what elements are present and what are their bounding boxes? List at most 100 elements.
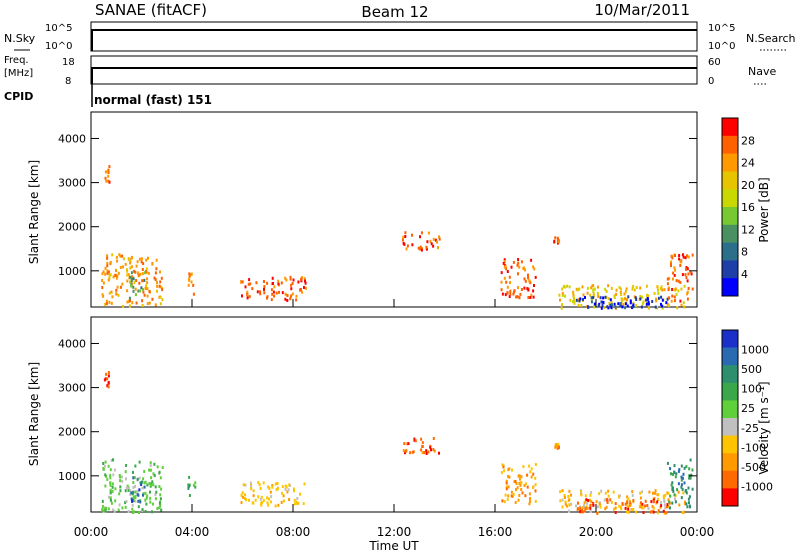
velocity-cell xyxy=(589,503,592,507)
power-cell xyxy=(614,305,617,309)
velocity-cell xyxy=(687,486,690,490)
velocity-cell xyxy=(667,491,670,495)
velocity-cell xyxy=(158,485,161,488)
power-cell xyxy=(674,287,677,291)
velocity-cell xyxy=(420,437,423,441)
power-cell xyxy=(129,259,132,263)
velocity-cell xyxy=(109,491,112,495)
velocity-cell xyxy=(293,502,296,506)
velocity-cell xyxy=(654,489,657,493)
velocity-cell xyxy=(683,481,686,485)
power-cell xyxy=(561,303,564,307)
velocity-cell xyxy=(652,500,655,504)
power-cell xyxy=(639,294,642,298)
velocity-cell xyxy=(142,477,145,481)
velocity-cell xyxy=(107,374,110,378)
velocity-cell xyxy=(257,481,260,485)
power-cell xyxy=(607,284,610,288)
velocity-cell xyxy=(132,499,135,502)
power-cell xyxy=(681,273,684,277)
power-cell xyxy=(578,287,581,291)
velocity-cell xyxy=(580,493,583,497)
power-cell xyxy=(139,272,142,276)
velocity-cell xyxy=(142,493,144,497)
power-cell xyxy=(645,298,648,302)
power-cell xyxy=(613,302,616,306)
power-cell xyxy=(270,288,273,292)
velocity-ytick-label: 3000 xyxy=(58,382,86,395)
velocity-cell xyxy=(556,446,559,450)
date-title: 10/Mar/2011 xyxy=(594,1,690,19)
velocity-cell xyxy=(402,449,405,453)
velocity-cell xyxy=(586,506,589,510)
power-cell xyxy=(671,288,674,291)
velocity-cell xyxy=(685,491,688,495)
velocity-cell xyxy=(188,484,191,488)
power-echo-patch xyxy=(101,253,164,308)
power-cell xyxy=(133,281,136,285)
power-cell xyxy=(513,290,515,294)
power-colorbar-swatch xyxy=(722,278,738,297)
power-cell xyxy=(107,168,110,172)
velocity-cell xyxy=(561,498,564,502)
velocity-cell xyxy=(274,504,277,508)
velocity-cell xyxy=(596,505,599,509)
power-cell xyxy=(529,296,532,299)
velocity-cell xyxy=(254,498,257,502)
power-cell xyxy=(635,298,638,301)
power-cell xyxy=(106,256,109,260)
power-cell xyxy=(147,271,150,275)
power-cell xyxy=(689,270,692,274)
power-cell xyxy=(105,302,108,306)
velocity-cell xyxy=(652,510,655,514)
velocity-cell xyxy=(295,500,298,504)
velocity-cell xyxy=(158,471,161,474)
velocity-cell xyxy=(528,464,531,468)
power-cell xyxy=(517,272,519,276)
velocity-cell xyxy=(138,460,141,464)
power-cell xyxy=(620,297,623,301)
power-cell xyxy=(553,239,556,243)
power-cell xyxy=(655,297,657,301)
power-cell xyxy=(142,262,145,266)
power-cell xyxy=(504,293,507,297)
power-cell xyxy=(290,294,293,298)
velocity-cell xyxy=(528,502,531,506)
power-cell xyxy=(508,295,511,298)
power-cell xyxy=(159,280,162,284)
nsearch-tick-bottom: 10^0 xyxy=(708,41,735,52)
power-cell xyxy=(142,290,145,294)
power-cell xyxy=(673,299,676,303)
power-cell xyxy=(601,304,604,308)
power-cell xyxy=(304,286,307,290)
power-cell xyxy=(405,247,408,251)
nave-tick-top: 60 xyxy=(708,57,721,68)
power-cell xyxy=(432,244,435,248)
power-cell xyxy=(626,304,629,308)
velocity-cell xyxy=(134,484,137,488)
power-cell xyxy=(509,281,511,285)
time-axis: 00:00 04:00 08:00 12:00 16:00 20:00 00:00 xyxy=(74,299,714,539)
power-cell xyxy=(190,272,193,276)
power-cell xyxy=(402,235,405,239)
velocity-cell xyxy=(577,501,579,505)
power-cell xyxy=(110,290,113,294)
velocity-cell xyxy=(303,482,306,486)
velocity-cell xyxy=(678,468,681,472)
velocity-cell xyxy=(626,501,629,505)
power-cell xyxy=(154,271,157,275)
power-cell xyxy=(506,291,509,295)
power-cell xyxy=(633,295,636,299)
power-cell xyxy=(657,296,660,300)
power-cell xyxy=(660,302,662,306)
power-echo-patch xyxy=(597,300,648,310)
velocity-cell xyxy=(663,499,666,503)
velocity-colorbar-swatch xyxy=(722,418,738,436)
velocity-cell xyxy=(652,491,654,495)
velocity-cell xyxy=(121,506,124,510)
power-cell xyxy=(657,292,660,295)
power-cell xyxy=(632,303,635,307)
power-cell xyxy=(597,304,600,308)
power-cell xyxy=(673,295,676,299)
